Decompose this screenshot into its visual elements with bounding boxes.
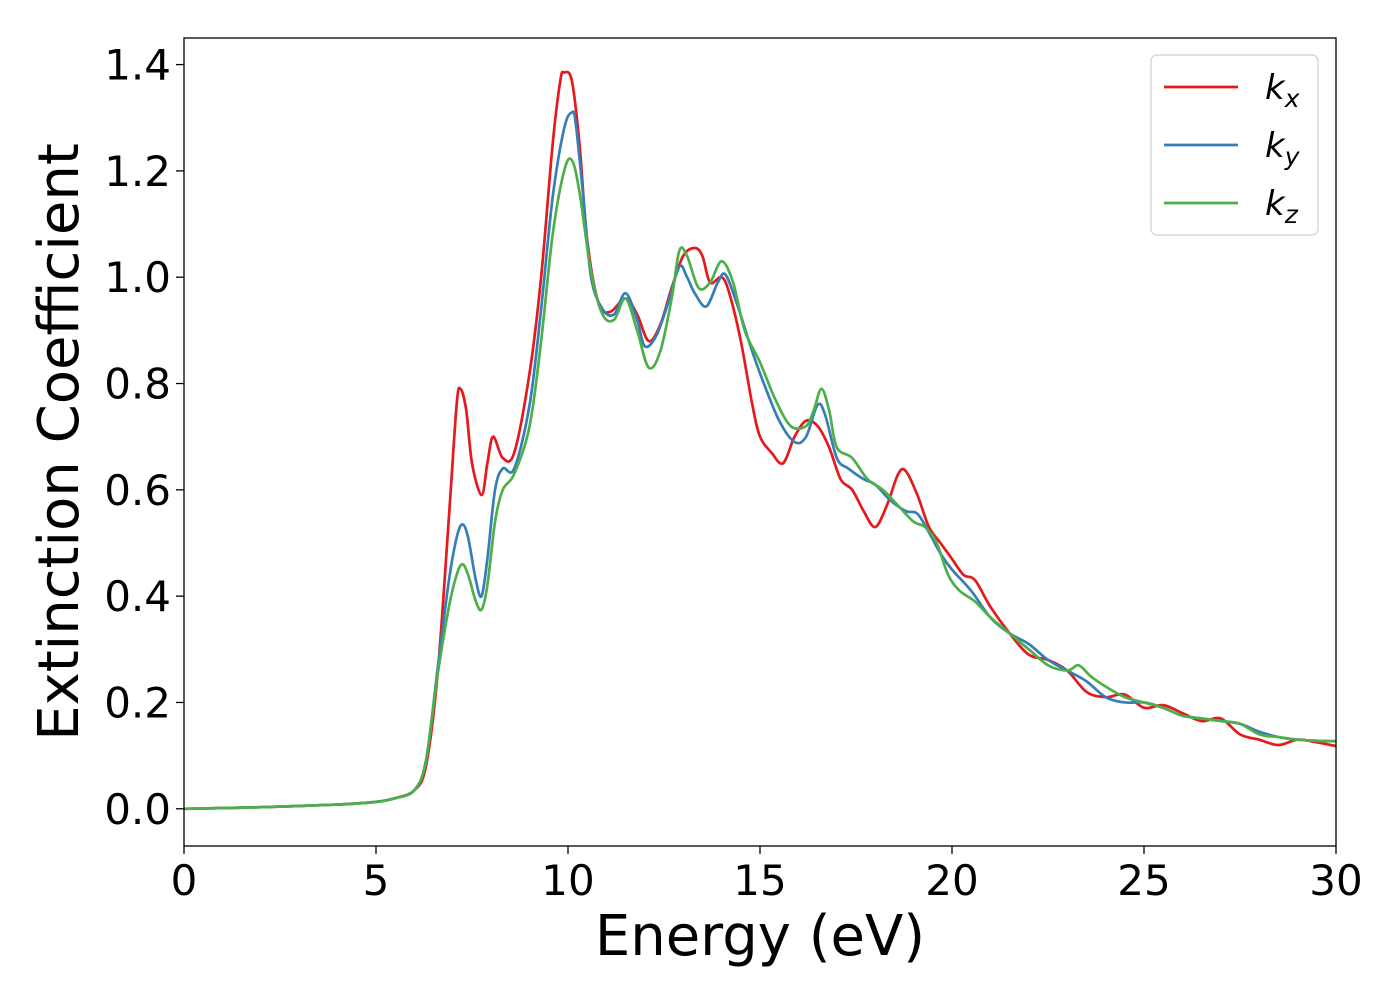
x-tick-label: 25 <box>1117 856 1170 905</box>
legend: kx ky kz <box>1150 54 1319 236</box>
x-axis-label: Energy (eV) <box>595 904 925 969</box>
y-tick-label: 1.0 <box>104 253 171 302</box>
y-tick-label: 0.6 <box>104 466 171 515</box>
y-tick-label: 0.4 <box>104 572 171 621</box>
series-line-k-x <box>184 70 1336 811</box>
series-line-k-y <box>184 110 1336 811</box>
x-tick-label: 0 <box>171 856 198 905</box>
legend-label: kz <box>1265 184 1299 229</box>
y-tick-label: 0.0 <box>104 785 171 834</box>
y-axis-label: Extinction Coefficient <box>27 143 92 741</box>
series-layer <box>184 70 1336 811</box>
x-tick-label: 5 <box>363 856 390 905</box>
series-line-k-z <box>184 157 1336 811</box>
x-tick-label: 15 <box>733 856 786 905</box>
y-axis: 0.0 0.2 0.4 0.6 0.8 1.0 1.2 1.4 <box>104 41 184 834</box>
y-tick-label: 1.2 <box>104 147 171 196</box>
y-tick-label: 0.2 <box>104 678 171 727</box>
y-tick-label: 1.4 <box>104 41 171 90</box>
x-tick-label: 30 <box>1309 856 1362 905</box>
x-tick-label: 10 <box>541 856 594 905</box>
y-tick-label: 0.8 <box>104 360 171 409</box>
x-axis: 0 5 10 15 20 25 30 <box>171 846 1363 905</box>
legend-label: kx <box>1265 68 1300 113</box>
legend-label: ky <box>1265 126 1301 171</box>
x-tick-label: 20 <box>925 856 978 905</box>
